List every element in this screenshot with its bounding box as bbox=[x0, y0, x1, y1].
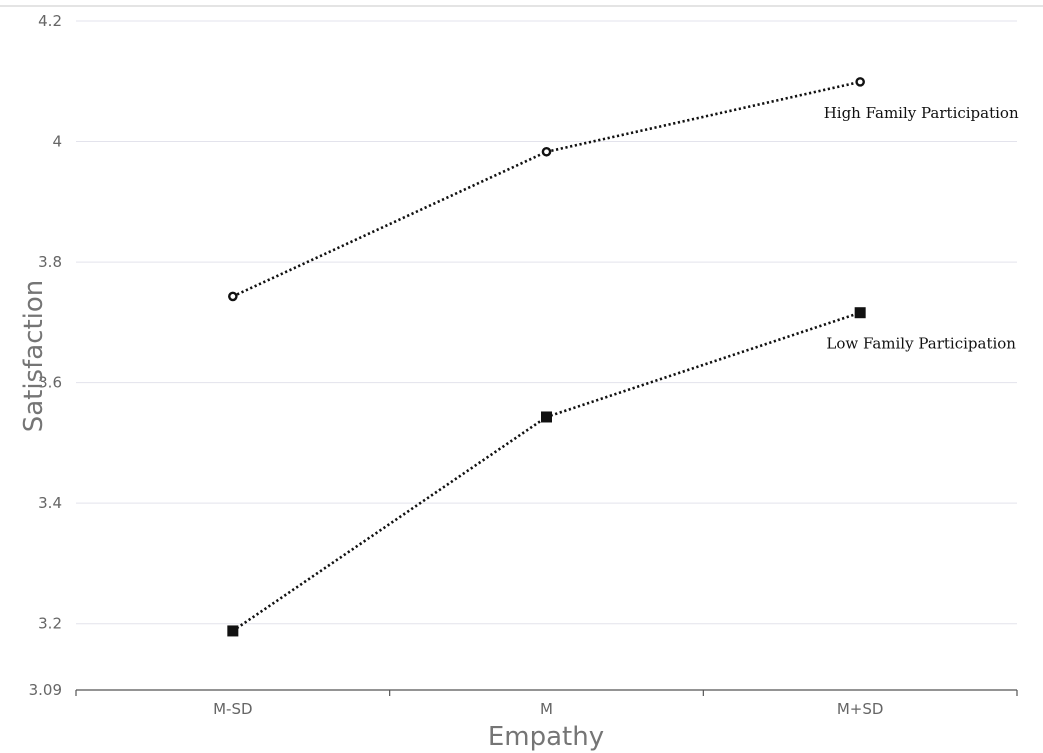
x-tick-label-M: M bbox=[540, 700, 553, 718]
x-axis bbox=[75, 689, 1018, 696]
y-tick-label-3.6: 3.6 bbox=[38, 374, 62, 392]
series-line-low-family-participation bbox=[232, 311, 861, 632]
data-point-low-family-participation-1 bbox=[541, 411, 552, 423]
series-label-high-family-participation: High Family Participation bbox=[824, 104, 1019, 122]
y-tick-label-3.2: 3.2 bbox=[38, 615, 62, 633]
y-tick-label-4.2: 4.2 bbox=[38, 12, 62, 30]
series-line-high-family-participation bbox=[232, 80, 861, 298]
x-axis-title: Empathy bbox=[488, 722, 604, 752]
series-group: High Family Participation Low Family Part… bbox=[227, 77, 1019, 637]
x-tick-label-M+SD: M+SD bbox=[837, 700, 884, 718]
y-tick-labels: 3.09 3.2 3.4 3.6 3.8 4 4.2 bbox=[29, 12, 62, 699]
series-high-family-participation: High Family Participation bbox=[228, 77, 1019, 302]
series-low-family-participation: Low Family Participation bbox=[227, 307, 1016, 637]
y-tick-label-3.8: 3.8 bbox=[38, 253, 62, 271]
data-point-high-family-participation-0 bbox=[228, 291, 238, 302]
data-point-high-family-participation-2 bbox=[855, 77, 865, 87]
data-point-high-family-participation-1 bbox=[541, 146, 552, 157]
y-tick-label-4: 4 bbox=[52, 133, 62, 151]
x-tick-labels: M-SD M M+SD bbox=[213, 700, 883, 718]
y-tick-label-3.4: 3.4 bbox=[38, 494, 62, 512]
data-point-low-family-participation-0 bbox=[227, 625, 239, 637]
y-axis-title: Satisfaction bbox=[19, 280, 49, 433]
grid-lines bbox=[76, 20, 1017, 625]
data-point-low-family-participation-2 bbox=[854, 307, 866, 319]
y-tick-label-3.09: 3.09 bbox=[29, 681, 62, 699]
x-tick-label-M-SD: M-SD bbox=[213, 700, 252, 718]
series-label-low-family-participation: Low Family Participation bbox=[826, 335, 1016, 353]
